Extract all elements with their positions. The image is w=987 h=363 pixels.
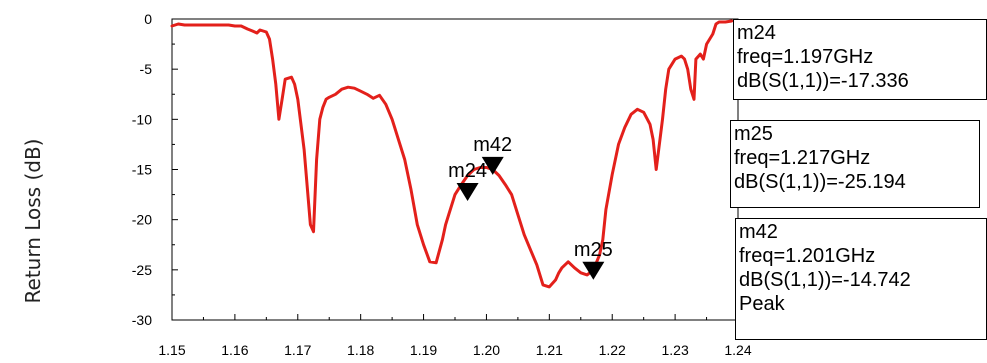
x-tick-label: 1.16 [221, 342, 248, 358]
marker-readout-name: m25 [734, 123, 773, 145]
marker-readout-note: Peak [739, 293, 785, 315]
y-axis-label: Return Loss (dB) [21, 139, 45, 304]
y-tick-label: -20 [132, 212, 152, 228]
marker-readout-name: m42 [739, 221, 778, 243]
marker-readout-freq: freq=1.201GHz [739, 245, 876, 267]
x-tick-label: 1.20 [473, 342, 500, 358]
marker-m42-label: m42 [473, 134, 512, 156]
marker-m25-label: m25 [574, 239, 613, 261]
marker-readout-freq: freq=1.217GHz [734, 147, 871, 169]
marker-readout-m25: m25 freq=1.217GHz dB(S(1,1))=-25.194 [730, 120, 980, 208]
marker-m24-label: m24 [448, 160, 487, 182]
x-tick-label: 1.19 [410, 342, 437, 358]
return-loss-trace [170, 19, 734, 289]
marker-m42-triangle [481, 156, 504, 175]
x-tick-label: 1.23 [661, 342, 688, 358]
x-tick-label: 1.24 [724, 342, 751, 358]
y-tick-label: -15 [132, 162, 152, 178]
marker-m24-triangle [456, 182, 479, 201]
y-tick-label: -25 [132, 262, 152, 278]
x-tick-label: 1.21 [536, 342, 563, 358]
marker-readout-value: dB(S(1,1))=-25.194 [734, 171, 906, 193]
x-tick-label: 1.17 [284, 342, 311, 358]
y-tick-label: -10 [132, 111, 152, 127]
x-tick-label: 1.18 [347, 342, 374, 358]
x-tick-label: 1.15 [158, 342, 185, 358]
marker-readout-value: dB(S(1,1))=-17.336 [737, 70, 909, 92]
x-tick-label: 1.22 [599, 342, 626, 358]
marker-readout-value: dB(S(1,1))=-14.742 [739, 269, 911, 291]
marker-readout-m42: m42 freq=1.201GHz dB(S(1,1))=-14.742 Pea… [735, 218, 987, 340]
marker-m25-triangle [582, 261, 605, 280]
marker-readout-m24: m24 freq=1.197GHz dB(S(1,1))=-17.336 [733, 19, 987, 100]
marker-readout-freq: freq=1.197GHz [737, 46, 874, 68]
y-tick-label: 0 [144, 11, 152, 27]
y-tick-label: -30 [132, 312, 152, 328]
y-tick-label: -5 [140, 61, 153, 77]
marker-readout-name: m24 [737, 22, 776, 44]
